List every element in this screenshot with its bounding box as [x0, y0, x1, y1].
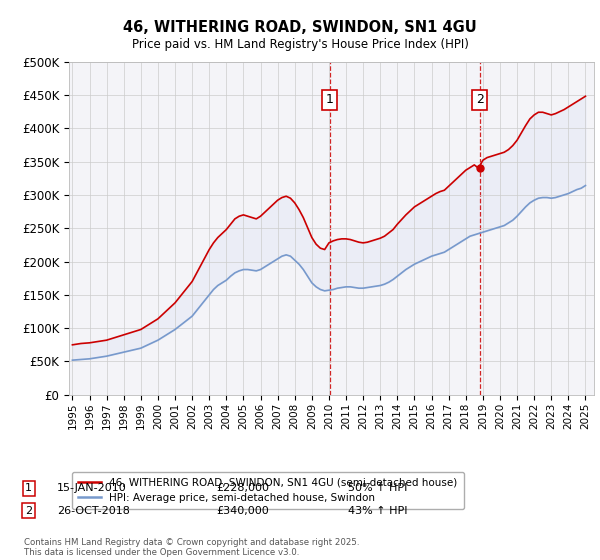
Text: 15-JAN-2010: 15-JAN-2010 [57, 483, 127, 493]
Text: 43% ↑ HPI: 43% ↑ HPI [348, 506, 407, 516]
Text: Contains HM Land Registry data © Crown copyright and database right 2025.
This d: Contains HM Land Registry data © Crown c… [24, 538, 359, 557]
Text: 1: 1 [326, 94, 334, 106]
Text: £228,000: £228,000 [216, 483, 269, 493]
Legend: 46, WITHERING ROAD, SWINDON, SN1 4GU (semi-detached house), HPI: Average price, : 46, WITHERING ROAD, SWINDON, SN1 4GU (se… [71, 472, 464, 509]
Text: Price paid vs. HM Land Registry's House Price Index (HPI): Price paid vs. HM Land Registry's House … [131, 38, 469, 50]
Text: 2: 2 [476, 94, 484, 106]
Text: 46, WITHERING ROAD, SWINDON, SN1 4GU: 46, WITHERING ROAD, SWINDON, SN1 4GU [123, 20, 477, 35]
Text: 2: 2 [25, 506, 32, 516]
Text: 26-OCT-2018: 26-OCT-2018 [57, 506, 130, 516]
Text: £340,000: £340,000 [216, 506, 269, 516]
Text: 50% ↑ HPI: 50% ↑ HPI [348, 483, 407, 493]
Text: 1: 1 [25, 483, 32, 493]
